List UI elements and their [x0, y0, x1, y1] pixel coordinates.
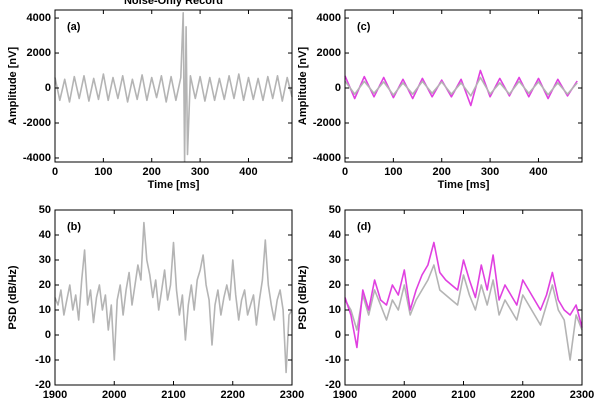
data-line: [344, 69, 578, 107]
x-tick-label: 0: [342, 166, 348, 178]
y-tick-label: 50: [329, 204, 341, 216]
y-tick-label: 20: [39, 279, 51, 291]
x-tick-label: 2000: [392, 389, 416, 400]
data-line: [344, 76, 578, 97]
y-tick-label: 40: [39, 229, 51, 241]
y-tick-label: 50: [39, 204, 51, 216]
y-tick-label: -2000: [23, 117, 51, 129]
y-tick-label: 20: [329, 279, 341, 291]
x-tick-label: 1900: [333, 389, 357, 400]
y-tick-label: 2000: [27, 47, 51, 59]
y-tick-label: -10: [325, 354, 341, 366]
y-tick-label: -4000: [313, 152, 341, 164]
y-tick-label: -20: [325, 379, 341, 391]
y-tick-label: -2000: [313, 117, 341, 129]
y-axis-label: PSD (dB/Hz): [297, 265, 309, 330]
x-tick-label: 0: [52, 166, 58, 178]
x-tick-label: 1900: [43, 389, 67, 400]
y-axis-label: Amplitude [nV]: [297, 47, 309, 126]
x-axis-label: Time [ms]: [438, 179, 490, 191]
y-axis-label: PSD (dB/Hz): [7, 265, 19, 330]
y-axis-label: Amplitude [nV]: [7, 47, 19, 126]
x-tick-label: 2200: [511, 389, 535, 400]
panel-label: (a): [67, 21, 81, 33]
x-tick-label: 2300: [280, 389, 304, 400]
x-tick-label: 2000: [102, 389, 126, 400]
data-line: [54, 12, 293, 163]
y-tick-label: 4000: [317, 12, 341, 24]
y-tick-label: 30: [39, 254, 51, 266]
y-tick-label: 0: [45, 82, 51, 94]
y-tick-label: -10: [35, 354, 51, 366]
y-tick-label: 10: [39, 304, 51, 316]
y-tick-label: -4000: [23, 152, 51, 164]
y-tick-label: 0: [335, 329, 341, 341]
plot-frame: [344, 9, 583, 163]
panel-label: (c): [357, 21, 371, 33]
y-tick-label: 2000: [317, 47, 341, 59]
x-tick-label: 200: [433, 166, 451, 178]
data-line: [54, 221, 293, 374]
panel-label: (d): [357, 221, 371, 233]
x-tick-label: 2200: [221, 389, 245, 400]
x-tick-label: 2100: [161, 389, 185, 400]
y-tick-label: 0: [45, 329, 51, 341]
x-tick-label: 100: [384, 166, 402, 178]
x-tick-label: 200: [143, 166, 161, 178]
y-tick-label: 30: [329, 254, 341, 266]
x-tick-label: 300: [481, 166, 499, 178]
y-tick-label: -20: [35, 379, 51, 391]
x-tick-label: 2100: [451, 389, 475, 400]
panel-label: (b): [67, 221, 81, 233]
y-tick-label: 40: [329, 229, 341, 241]
y-tick-label: 0: [335, 82, 341, 94]
x-tick-label: 300: [191, 166, 209, 178]
data-line: [344, 241, 583, 349]
data-line: [344, 264, 583, 361]
chart-title: Noise-Only Record: [124, 0, 223, 7]
x-tick-label: 400: [239, 166, 257, 178]
plot-frame: [54, 9, 293, 163]
x-tick-label: 100: [94, 166, 112, 178]
y-tick-label: 10: [329, 304, 341, 316]
x-axis-label: Time [ms]: [148, 179, 200, 191]
x-tick-label: 400: [529, 166, 547, 178]
x-tick-label: 2300: [570, 389, 594, 400]
y-tick-label: 4000: [27, 12, 51, 24]
